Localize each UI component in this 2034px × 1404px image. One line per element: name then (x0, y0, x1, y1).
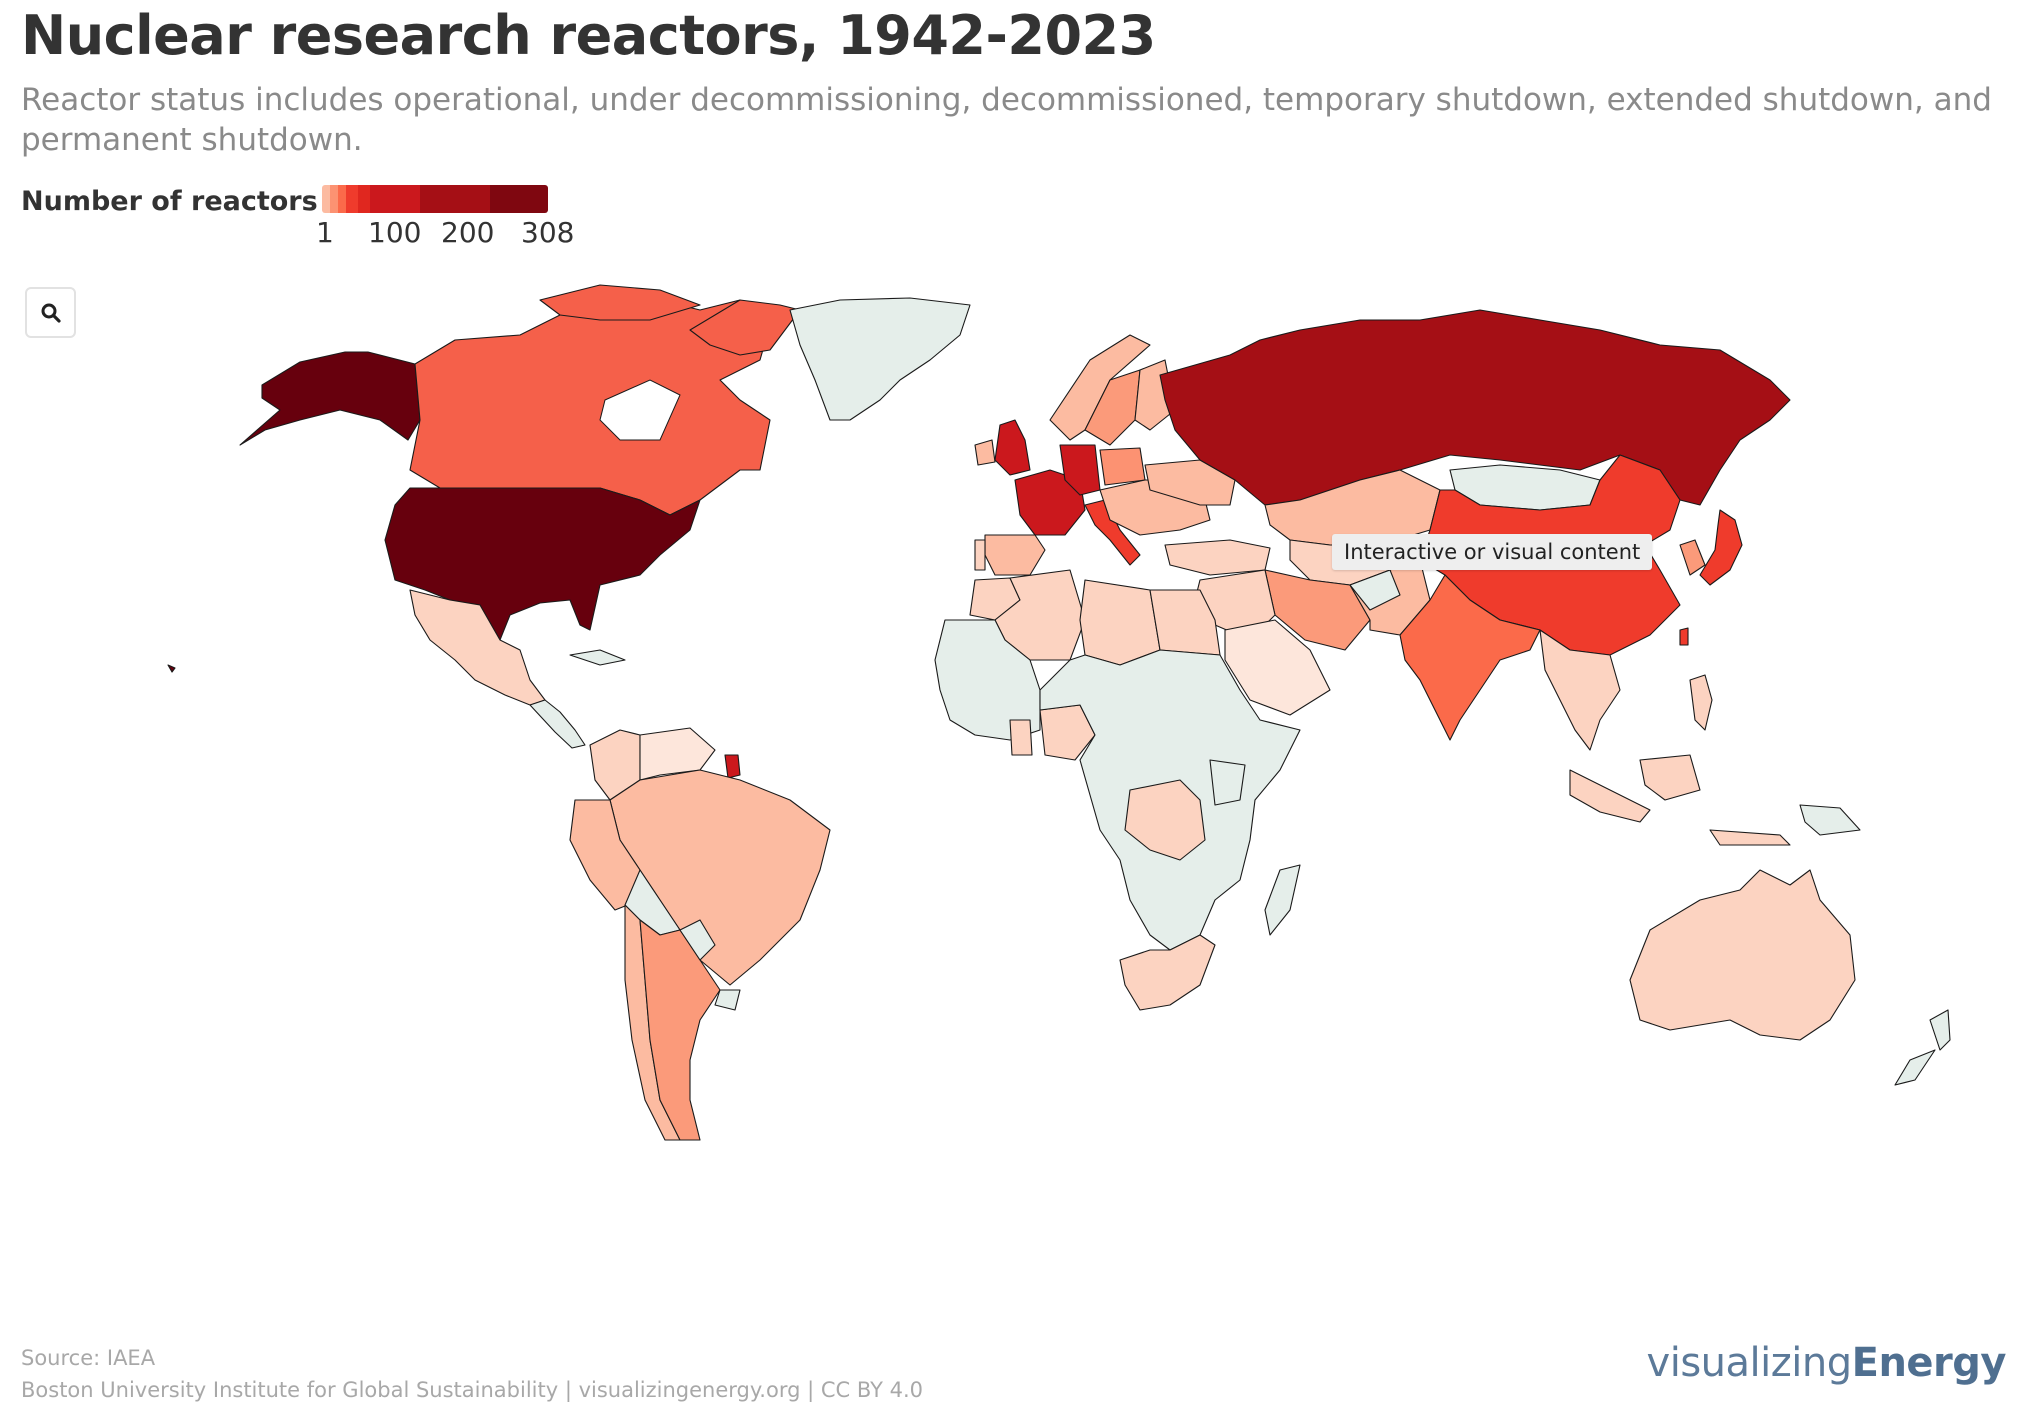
chart-subtitle: Reactor status includes operational, und… (21, 82, 1992, 158)
country-canada-baffin[interactable] (689, 299, 801, 356)
country-turkey[interactable] (1164, 539, 1271, 576)
country-central-america[interactable] (529, 699, 586, 749)
footer: Source: IAEA Boston University Institute… (21, 1342, 923, 1404)
country-greenland[interactable] (789, 297, 971, 421)
search-button[interactable] (25, 287, 76, 338)
chart-title: Nuclear research reactors, 1942-2023 (21, 4, 1156, 67)
country-new-zealand[interactable] (1894, 1009, 1951, 1086)
country-ghana[interactable] (1009, 719, 1033, 756)
legend-tick: 1 (316, 216, 334, 249)
country-iran[interactable] (1264, 569, 1371, 651)
country-uruguay[interactable] (714, 989, 741, 1011)
country-ireland[interactable] (974, 439, 996, 466)
country-alaska[interactable] (239, 351, 421, 446)
country-france[interactable] (1014, 469, 1086, 536)
country-south-korea[interactable] (1679, 539, 1706, 576)
country-australia[interactable] (1629, 869, 1856, 1041)
country-french-guiana[interactable] (724, 754, 741, 779)
brand-bold: Energy (1851, 1340, 2007, 1386)
legend-swatch (322, 185, 330, 213)
country-paraguay[interactable] (679, 919, 716, 961)
country-norway[interactable] (1049, 334, 1151, 441)
country-japan[interactable] (1699, 509, 1743, 586)
legend-title: Number of reactors (21, 186, 318, 217)
country-south-africa[interactable] (1119, 934, 1216, 1011)
country-libya[interactable] (1079, 579, 1161, 666)
legend-tick: 308 (521, 216, 575, 249)
country-united-kingdom[interactable] (994, 419, 1031, 476)
country-afghanistan[interactable] (1349, 569, 1401, 611)
legend-tick: 200 (441, 216, 495, 249)
legend-swatch (330, 185, 338, 213)
country-egypt[interactable] (1149, 589, 1221, 656)
country-dr-congo[interactable] (1124, 779, 1206, 861)
country-indonesia[interactable] (1569, 754, 1791, 846)
legend-swatch (370, 185, 420, 213)
country-philippines[interactable] (1689, 674, 1713, 731)
country-canada-arctic[interactable] (539, 284, 701, 321)
world-map-svg[interactable] (0, 280, 2034, 1160)
country-portugal[interactable] (974, 539, 986, 571)
country-taiwan[interactable] (1679, 627, 1689, 646)
legend-tick: 100 (368, 216, 422, 249)
legend-swatch (346, 185, 358, 213)
country-kenya[interactable] (1209, 759, 1246, 806)
credit-text: Boston University Institute for Global S… (21, 1378, 924, 1402)
legend-swatch (420, 185, 490, 213)
country-saudi-arabia[interactable] (1224, 619, 1331, 716)
country-india[interactable] (1399, 574, 1541, 741)
world-map[interactable] (0, 280, 2034, 1160)
country-poland[interactable] (1099, 447, 1146, 486)
source-text: Source: IAEA (21, 1346, 156, 1370)
country-southeast-asia[interactable] (1539, 629, 1621, 751)
legend-swatch (358, 185, 370, 213)
country-madagascar[interactable] (1264, 864, 1301, 936)
map-tooltip: Interactive or visual content (1332, 534, 1653, 570)
brand-logo[interactable]: visualizingEnergy (1646, 1340, 2007, 1386)
hudson-bay (599, 379, 681, 441)
country-spain[interactable] (984, 534, 1046, 576)
legend-swatch (490, 185, 548, 213)
country-hawaii[interactable] (167, 664, 176, 673)
brand-light: visualizing (1646, 1340, 1853, 1386)
search-icon (41, 303, 61, 323)
country-germany[interactable] (1059, 444, 1101, 496)
legend-color-bar (322, 185, 548, 213)
country-papua-new-guinea[interactable] (1799, 804, 1861, 836)
country-cuba[interactable] (569, 649, 626, 666)
legend-swatch (338, 185, 346, 213)
